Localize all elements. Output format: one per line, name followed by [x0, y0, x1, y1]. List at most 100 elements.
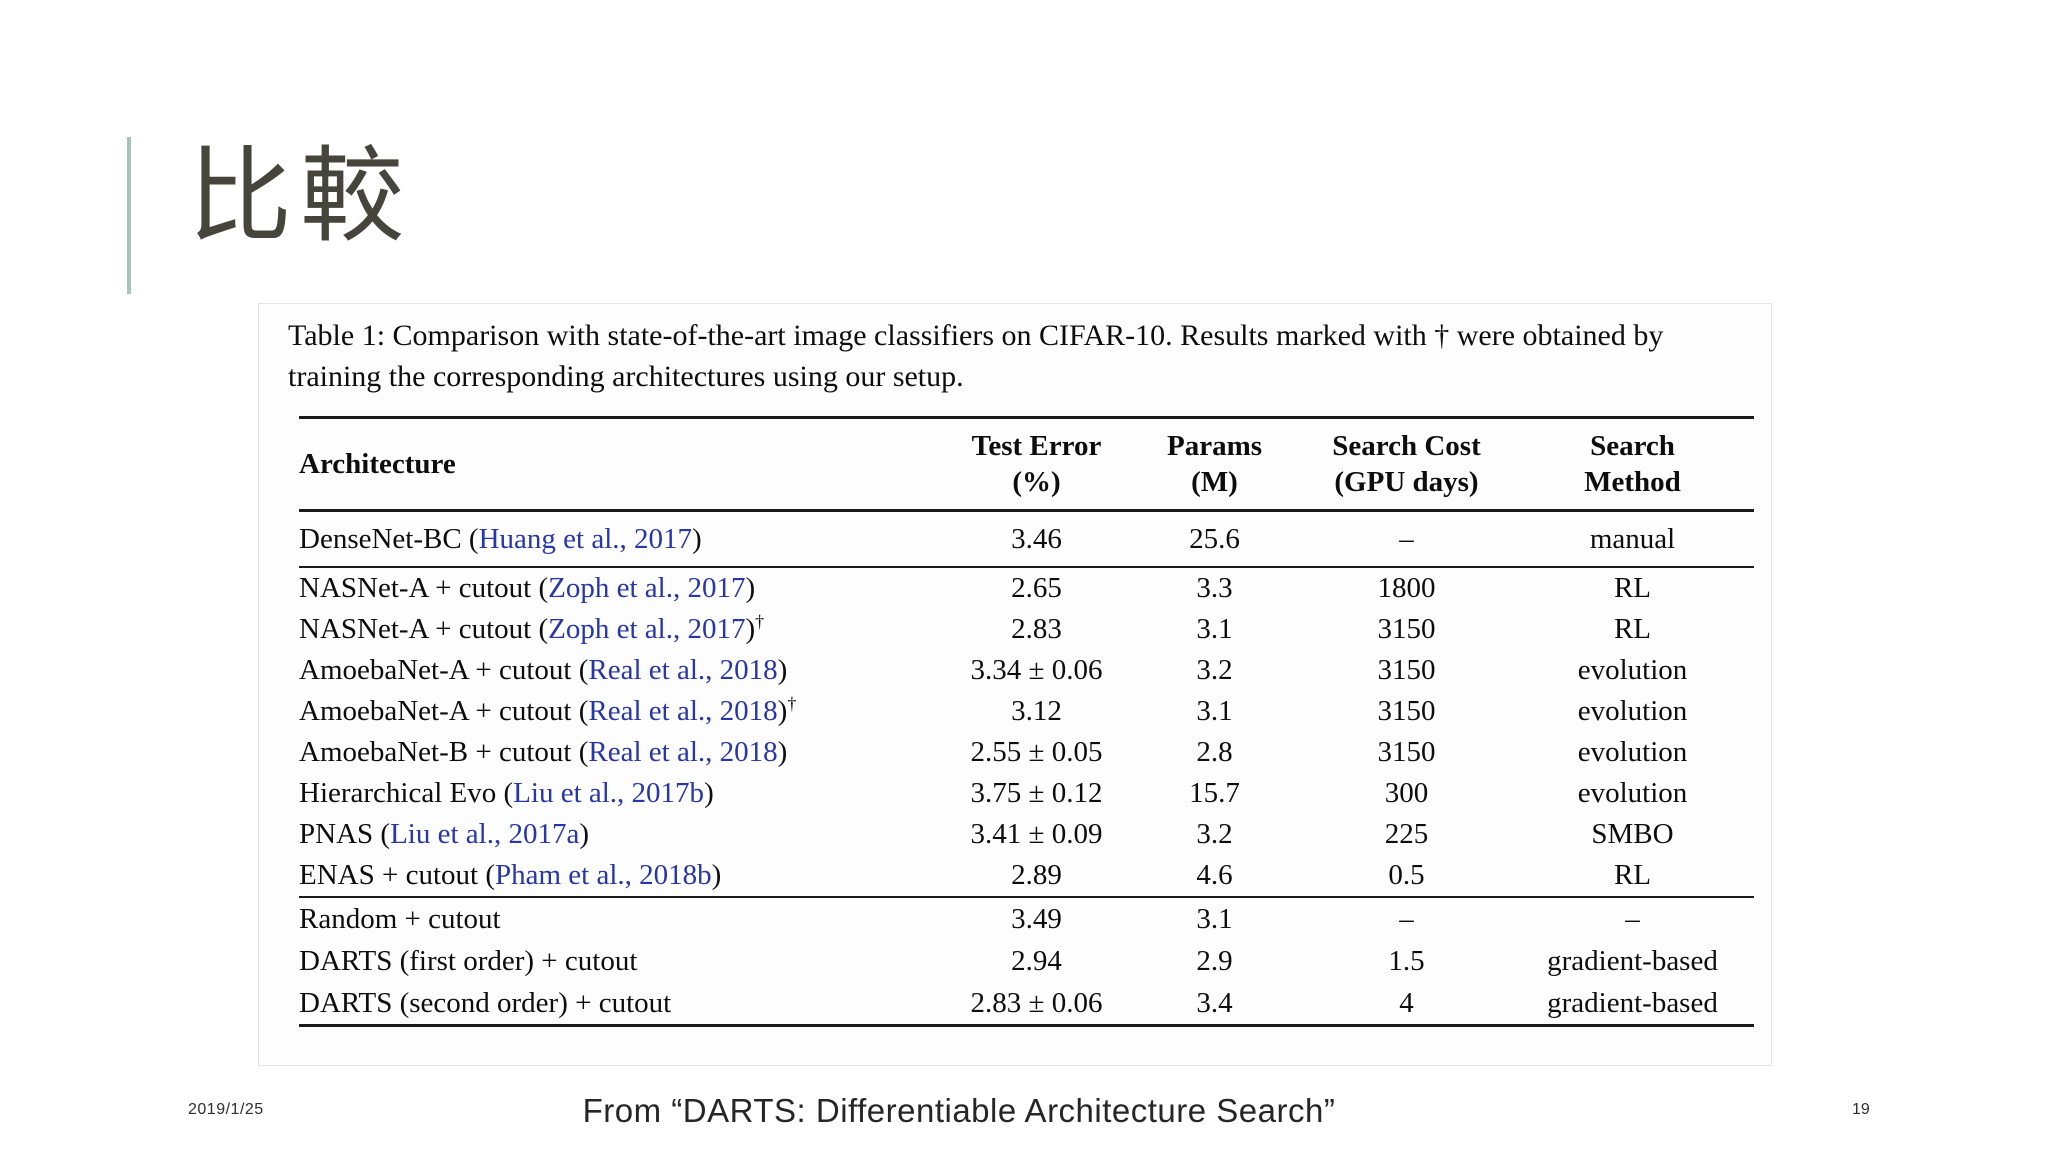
architecture-cell: DARTS (first order) + cutout	[299, 944, 638, 977]
column-header: Architecture	[299, 447, 456, 480]
footer-page-number: 19	[1852, 1101, 1870, 1118]
table-row: NASNet-A + cutout (Zoph et al., 2017)† 2.…	[299, 609, 1754, 650]
architecture-cell: ENAS + cutout (Pham et al., 2018b)	[299, 859, 722, 891]
search-method-cell: evolution	[1577, 777, 1688, 809]
params-cell: 15.7	[1189, 777, 1240, 809]
table-row: Hierarchical Evo (Liu et al., 2017b) 3.75…	[299, 773, 1754, 814]
citation-text: Huang et al., 2017	[478, 522, 693, 555]
citation-text: Liu et al., 2017b	[513, 777, 705, 809]
dagger-mark: †	[755, 611, 765, 632]
test-error-cell: 2.83 ± 0.06	[970, 986, 1103, 1019]
architecture-cell: Hierarchical Evo (Liu et al., 2017b)	[299, 777, 714, 809]
search-method-cell: evolution	[1577, 654, 1688, 686]
architecture-cell: PNAS (Liu et al., 2017a)	[299, 818, 589, 850]
table-header-row: Architecture Test Error (%) Params (M) Search…	[299, 417, 1754, 511]
citation-text: Real et al., 2018	[588, 695, 778, 727]
architecture-cell: DenseNet-BC (Huang et al., 2017)	[299, 522, 702, 555]
test-error-cell: 3.46	[1011, 522, 1062, 555]
citation-text: Real et al., 2018	[588, 736, 778, 768]
test-error-cell: 3.75 ± 0.12	[970, 777, 1103, 809]
search-method-cell: evolution	[1577, 695, 1688, 727]
column-header: Test Error (%)	[971, 429, 1102, 498]
search-method-cell: gradient-based	[1547, 944, 1718, 977]
test-error-cell: 2.83	[1011, 613, 1062, 645]
search-cost-cell: –	[1399, 522, 1414, 555]
params-cell: 2.9	[1196, 944, 1233, 977]
search-cost-cell: 3150	[1377, 613, 1436, 645]
test-error-cell: 3.41 ± 0.09	[970, 818, 1103, 850]
architecture-cell: NASNet-A + cutout (Zoph et al., 2017)†	[299, 611, 765, 645]
search-cost-cell: 300	[1384, 777, 1429, 809]
test-error-cell: 2.89	[1011, 859, 1062, 891]
params-cell: 2.8	[1196, 736, 1233, 768]
table-row: AmoebaNet-A + cutout (Real et al., 2018)…	[299, 650, 1754, 691]
table-row: Random + cutout 3.49 3.1 – –	[299, 897, 1754, 940]
params-cell: 4.6	[1196, 859, 1233, 891]
dagger-mark: †	[787, 693, 797, 714]
params-cell: 3.2	[1196, 654, 1233, 686]
table-row: NASNet-A + cutout (Zoph et al., 2017) 2.6…	[299, 567, 1754, 609]
search-method-cell: evolution	[1577, 736, 1688, 768]
search-cost-cell: 1.5	[1388, 944, 1425, 977]
table-row: DenseNet-BC (Huang et al., 2017) 3.46 25.6…	[299, 511, 1754, 568]
architecture-cell: AmoebaNet-A + cutout (Real et al., 2018)…	[299, 693, 797, 727]
test-error-cell: 2.55 ± 0.05	[970, 736, 1103, 768]
table-section: NASNet-A + cutout (Zoph et al., 2017) 2.6…	[299, 567, 1754, 897]
citation-text: Zoph et al., 2017	[548, 572, 746, 604]
search-cost-cell: 3150	[1377, 654, 1436, 686]
table-section: DenseNet-BC (Huang et al., 2017) 3.46 25.6…	[299, 511, 1754, 568]
search-method-cell: RL	[1613, 613, 1652, 645]
search-cost-cell: 4	[1399, 986, 1414, 1019]
citation-text: Zoph et al., 2017	[548, 613, 746, 645]
search-cost-cell: –	[1399, 902, 1414, 935]
architecture-cell: NASNet-A + cutout (Zoph et al., 2017)	[299, 572, 756, 604]
search-cost-cell: 3150	[1377, 695, 1436, 727]
footer-credit: From “DARTS: Differentiable Architecture…	[582, 1092, 1336, 1129]
search-cost-cell: 0.5	[1388, 859, 1425, 891]
search-method-cell: –	[1625, 902, 1640, 935]
params-cell: 3.3	[1196, 572, 1233, 604]
architecture-cell: AmoebaNet-B + cutout (Real et al., 2018)	[299, 736, 788, 768]
column-header: Search Method	[1584, 429, 1681, 498]
paper-table-figure: Table 1: Comparison with state-of-the-ar…	[258, 303, 1772, 1066]
table-row: AmoebaNet-B + cutout (Real et al., 2018)…	[299, 732, 1754, 773]
citation-text: Real et al., 2018	[588, 654, 778, 686]
search-method-cell: RL	[1613, 859, 1652, 891]
params-cell: 3.1	[1196, 902, 1233, 935]
params-cell: 25.6	[1189, 522, 1240, 555]
column-header: Params (M)	[1166, 429, 1263, 498]
table-row: AmoebaNet-A + cutout (Real et al., 2018)…	[299, 691, 1754, 732]
search-method-cell: SMBO	[1591, 818, 1674, 850]
params-cell: 3.4	[1196, 986, 1233, 1019]
footer-date: 2019/1/25	[188, 1101, 264, 1118]
table-row: ENAS + cutout (Pham et al., 2018b) 2.89 4.…	[299, 855, 1754, 897]
params-cell: 3.1	[1196, 695, 1233, 727]
test-error-cell: 3.34 ± 0.06	[970, 654, 1103, 686]
search-cost-cell: 1800	[1377, 572, 1436, 604]
table-section: Random + cutout 3.49 3.1 – – DARTS (first ord…	[299, 897, 1754, 1026]
column-header: Search Cost (GPU days)	[1332, 429, 1481, 498]
table-row: PNAS (Liu et al., 2017a) 3.41 ± 0.09 3.2 22…	[299, 814, 1754, 855]
search-method-cell: manual	[1589, 522, 1676, 555]
test-error-cell: 2.94	[1011, 944, 1062, 977]
table-header: Architecture Test Error (%) Params (M) Search…	[299, 417, 1754, 511]
table-row: DARTS (first order) + cutout 2.94 2.9 1.5 gr…	[299, 940, 1754, 982]
comparison-table: Architecture Test Error (%) Params (M) Search…	[299, 416, 1754, 1027]
table-caption: Table 1: Comparison with state-of-the-ar…	[288, 319, 1664, 394]
params-cell: 3.1	[1196, 613, 1233, 645]
citation-text: Liu et al., 2017a	[390, 818, 580, 850]
search-cost-cell: 225	[1384, 818, 1429, 850]
test-error-cell: 3.12	[1011, 695, 1062, 727]
title-accent-bar	[127, 137, 131, 294]
table-row: DARTS (second order) + cutout 2.83 ± 0.06…	[299, 982, 1754, 1026]
test-error-cell: 2.65	[1011, 572, 1062, 604]
citation-text: Pham et al., 2018b	[494, 859, 712, 891]
search-cost-cell: 3150	[1377, 736, 1436, 768]
architecture-cell: AmoebaNet-A + cutout (Real et al., 2018)	[299, 654, 788, 686]
architecture-cell: Random + cutout	[299, 902, 501, 935]
search-method-cell: RL	[1613, 572, 1652, 604]
params-cell: 3.2	[1196, 818, 1233, 850]
test-error-cell: 3.49	[1011, 902, 1062, 935]
architecture-cell: DARTS (second order) + cutout	[299, 986, 672, 1019]
